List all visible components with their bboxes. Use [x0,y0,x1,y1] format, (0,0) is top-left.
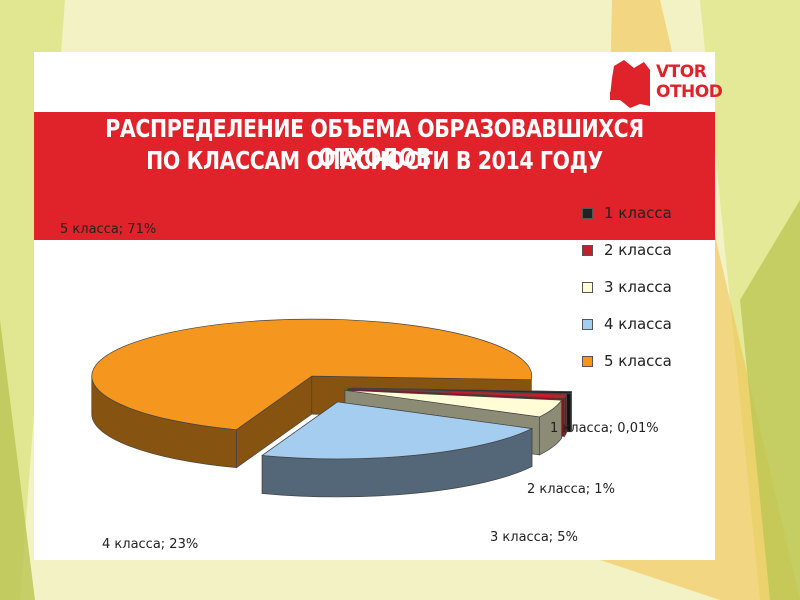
pie-slice-5 [91,318,533,431]
data-label-5: 5 класса; 71% [60,222,156,237]
legend-swatch [582,319,593,330]
logo-text-line-2: OTHOD [656,82,723,102]
data-label-1: 1 класса; 0,01% [550,421,659,436]
title-banner [34,112,715,240]
pie-chart: 1 класса; 0,01% 2 класса; 1% 3 класса; 5% 4… [60,222,659,552]
legend-label: 2 класса [604,241,672,259]
pie-slice-3 [344,389,563,418]
legend-swatch [582,245,593,256]
legend-item: 4 класса [582,315,712,335]
legend-swatch [582,356,593,367]
legend-item: 2 класса [582,241,712,261]
chart-title-line-2: ПО КЛАССАМ ОПАСНОСТИ В 2014 ГОДУ [146,146,603,175]
legend-label: 1 класса [604,204,672,222]
data-label-3: 3 класса; 5% [490,530,578,545]
legend-swatch [582,208,593,219]
chart-title-line-1: РАСПРЕДЕЛЕНИЕ ОБЪЕМА ОБРАЗОВАВШИХСЯ ОТХО… [105,114,644,172]
pie-slice-2 [347,388,568,399]
brand-logo [610,60,650,108]
data-label-2: 2 класса; 1% [527,482,615,497]
logo-text-line-1: VTOR [656,62,707,82]
legend-item: 1 класса [582,204,712,224]
legend-label: 3 класса [604,278,672,296]
pie-slice-1 [351,387,572,395]
legend-item: 5 класса [582,352,712,372]
legend-item: 3 класса [582,278,712,298]
chart-slide: РАСПРЕДЕЛЕНИЕ ОБЪЕМА ОБРАЗОВАВШИХСЯ ОТХО… [34,52,723,560]
data-label-4: 4 класса; 23% [102,537,198,552]
pie-slice-4 [261,401,534,460]
legend-label: 4 класса [604,315,672,333]
legend-label: 5 класса [604,352,672,370]
legend-swatch [582,282,593,293]
